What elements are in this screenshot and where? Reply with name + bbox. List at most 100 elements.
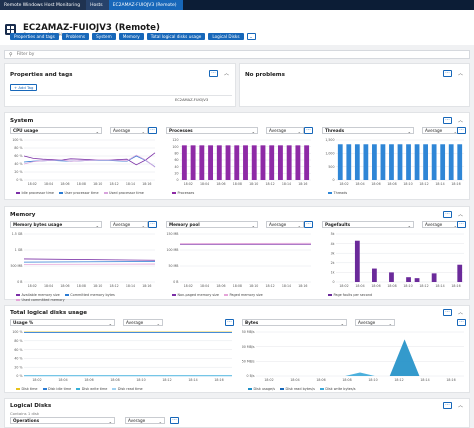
usage-chart-menu-button[interactable]: ··· [225, 319, 234, 326]
filter-input[interactable]: Filter by [17, 52, 35, 57]
memory-menu-button[interactable]: ··· [443, 211, 452, 218]
mempool-aggregation-select[interactable]: Average⌄ [266, 221, 304, 228]
legend-item[interactable]: Disk write bytes/s [320, 387, 356, 391]
chevron-up-icon[interactable]: ︿ [458, 309, 463, 316]
legend-item[interactable]: Non-paged memory size [172, 293, 219, 297]
threads-chart-menu-button[interactable]: ··· [457, 127, 466, 134]
y-tick-label: 0 B [17, 280, 22, 284]
legend-item[interactable]: Disk write time [76, 387, 107, 391]
mempool-chart-menu-button[interactable]: ··· [304, 221, 313, 228]
x-tick-label: 18:10 [368, 378, 377, 382]
y-tick-label: 150 MB/s [242, 330, 255, 334]
membytes-metric-select[interactable]: Memory bytes usage⌄ [10, 221, 102, 228]
nav-memory-button[interactable]: Memory [119, 33, 144, 40]
nav-problems-button[interactable]: Problems [62, 33, 89, 40]
operations-agg-select[interactable]: Average⌄ [125, 417, 165, 424]
y-tick-label: 50 MB/s [242, 360, 255, 364]
nav-disks-usage-button[interactable]: Total logical disks usage [147, 33, 206, 40]
usage-aggregation-select[interactable]: Average⌄ [123, 319, 163, 326]
legend-item[interactable]: Page faults per second [328, 293, 372, 297]
y-tick-label: 150 MB [166, 232, 178, 236]
more-sections-button[interactable]: ⌄ [247, 33, 256, 40]
threads-metric-select[interactable]: Threads⌄ [322, 127, 414, 134]
processes-metric-select[interactable]: Processes⌄ [166, 127, 258, 134]
legend-item[interactable]: Threads [328, 191, 347, 195]
legend-item[interactable]: Used processor time [104, 191, 144, 195]
bytes-aggregation-select[interactable]: Average⌄ [355, 319, 395, 326]
logical-disks-menu-button[interactable]: ··· [443, 402, 452, 409]
x-tick-label: 18:10 [249, 182, 258, 186]
chevron-up-icon[interactable]: ︿ [458, 117, 463, 124]
bytes-chart: 150 MB/s100 MB/s50 MB/s0 B/s18:0218:0418… [242, 330, 467, 388]
breadcrumb-item-app[interactable]: Remote Windows Host Monitoring [0, 0, 86, 10]
breadcrumb-item-host[interactable]: EC2AMAZ-FUIOJV3 (Remote) [109, 0, 183, 10]
cpu-chart-menu-button[interactable]: ··· [148, 127, 157, 134]
x-tick-label: 18:08 [77, 284, 86, 288]
legend-item[interactable]: Disk read bytes/s [280, 387, 315, 391]
legend-item[interactable]: Idle processor time [16, 191, 54, 195]
pagefaults-chart-menu-button[interactable]: ··· [457, 221, 466, 228]
chevron-up-icon[interactable]: ︿ [458, 211, 463, 218]
cpu-aggregation-select[interactable]: Average⌄ [110, 127, 148, 134]
membytes-aggregation-select[interactable]: Average⌄ [110, 221, 148, 228]
x-tick-label: 18:12 [162, 378, 171, 382]
x-tick-label: 18:12 [394, 378, 403, 382]
chevron-up-icon[interactable]: ︿ [458, 70, 463, 77]
chevron-up-icon[interactable]: ︿ [458, 402, 463, 409]
x-tick-label: 18:16 [142, 284, 151, 288]
add-tag-button[interactable]: + Add Tag [10, 84, 37, 91]
operations-menu-button[interactable]: ··· [170, 417, 179, 424]
nav-properties-button[interactable]: Properties and tags [10, 33, 59, 40]
processes-chart-menu-button[interactable]: ··· [304, 127, 313, 134]
legend-item[interactable]: Disk usage/s [248, 387, 275, 391]
legend-item[interactable]: Disk idle time [43, 387, 72, 391]
nav-logical-disks-button[interactable]: Logical Disks [208, 33, 243, 40]
legend-item[interactable]: Disk read time [112, 387, 142, 391]
usage-metric-select[interactable]: Usage %⌄ [10, 319, 115, 326]
membytes-chart-menu-button[interactable]: ··· [148, 221, 157, 228]
x-tick-label: 18:16 [214, 378, 223, 382]
cpu-metric-select[interactable]: CPU usage⌄ [10, 127, 102, 134]
x-tick-label: 18:06 [371, 182, 380, 186]
x-tick-label: 18:02 [32, 378, 41, 382]
legend-item[interactable]: Available memory size [16, 293, 60, 297]
x-tick-label: 18:10 [403, 284, 412, 288]
bytes-chart-menu-button[interactable]: ··· [457, 319, 466, 326]
operations-metric-select[interactable]: Operations⌄ [10, 417, 115, 424]
bar [199, 145, 204, 180]
y-tick-label: 60 [174, 158, 178, 162]
legend-item[interactable]: Used committed memory [16, 298, 65, 302]
y-tick-label: 80 % [14, 146, 22, 150]
filter-bar[interactable]: ⚲ Filter by [4, 50, 470, 59]
system-menu-button[interactable]: ··· [443, 117, 452, 124]
x-tick-label: 18:06 [371, 284, 380, 288]
legend-item[interactable]: User processor time [59, 191, 99, 195]
y-tick-label: 0 [332, 178, 334, 182]
pagefaults-aggregation-select[interactable]: Average⌄ [422, 221, 460, 228]
disks-menu-button[interactable]: ··· [443, 309, 452, 316]
breadcrumb-item-hosts[interactable]: Hosts [86, 0, 109, 10]
threads-aggregation-select[interactable]: Average⌄ [422, 127, 460, 134]
system-title: System [10, 118, 33, 124]
legend-item[interactable]: Processes [172, 191, 194, 195]
y-tick-label: 3k [331, 251, 335, 255]
bytes-metric-select[interactable]: Bytes⌄ [242, 319, 347, 326]
nav-system-button[interactable]: System [92, 33, 116, 40]
mempool-metric-select[interactable]: Memory pool⌄ [166, 221, 258, 228]
legend-item[interactable]: Paged memory size [224, 293, 263, 297]
problems-menu-button[interactable]: ··· [443, 70, 452, 77]
bar [355, 241, 360, 282]
pagefaults-metric-select[interactable]: Pagefaults⌄ [322, 221, 414, 228]
x-tick-label: 18:12 [265, 182, 274, 186]
x-tick-label: 18:08 [342, 378, 351, 382]
legend-item[interactable]: Committed memory bytes [65, 293, 115, 297]
processes-aggregation-select[interactable]: Average⌄ [266, 127, 304, 134]
x-tick-label: 18:14 [126, 182, 135, 186]
properties-menu-button[interactable]: ··· [209, 70, 218, 77]
y-tick-label: 1k [331, 271, 335, 275]
legend-item[interactable]: Disk time [16, 387, 38, 391]
chevron-up-icon[interactable]: ︿ [224, 70, 229, 77]
x-tick-label: 18:14 [435, 284, 444, 288]
